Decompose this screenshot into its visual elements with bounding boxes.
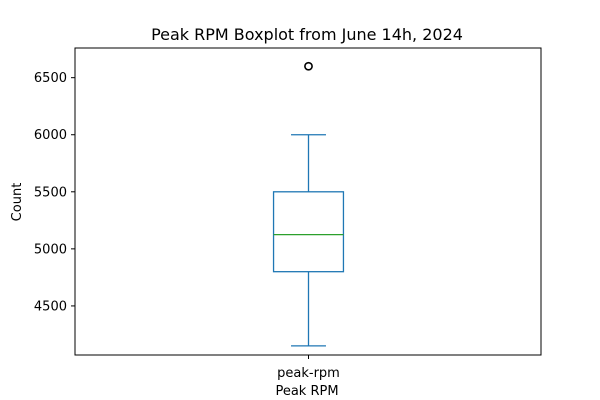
box-peak-rpm [272,61,345,347]
interquartile-box [272,191,345,273]
x-axis: peak-rpm [277,355,340,381]
box-series [272,61,345,347]
y-axis-label: Count [10,183,25,222]
outlier-point [304,61,313,71]
x-tick-label: peak-rpm [277,366,340,381]
y-tick-label: 5000 [34,242,67,257]
y-tick-label: 4500 [34,299,67,314]
y-axis: 4500 5000 5500 6000 6500 [34,71,75,314]
y-tick-label: 6500 [34,71,67,86]
y-tick-label: 6000 [34,128,67,143]
chart-title: Peak RPM Boxplot from June 14h, 2024 [151,25,463,44]
y-tick-label: 5500 [34,185,67,200]
x-axis-label: Peak RPM [275,384,338,399]
